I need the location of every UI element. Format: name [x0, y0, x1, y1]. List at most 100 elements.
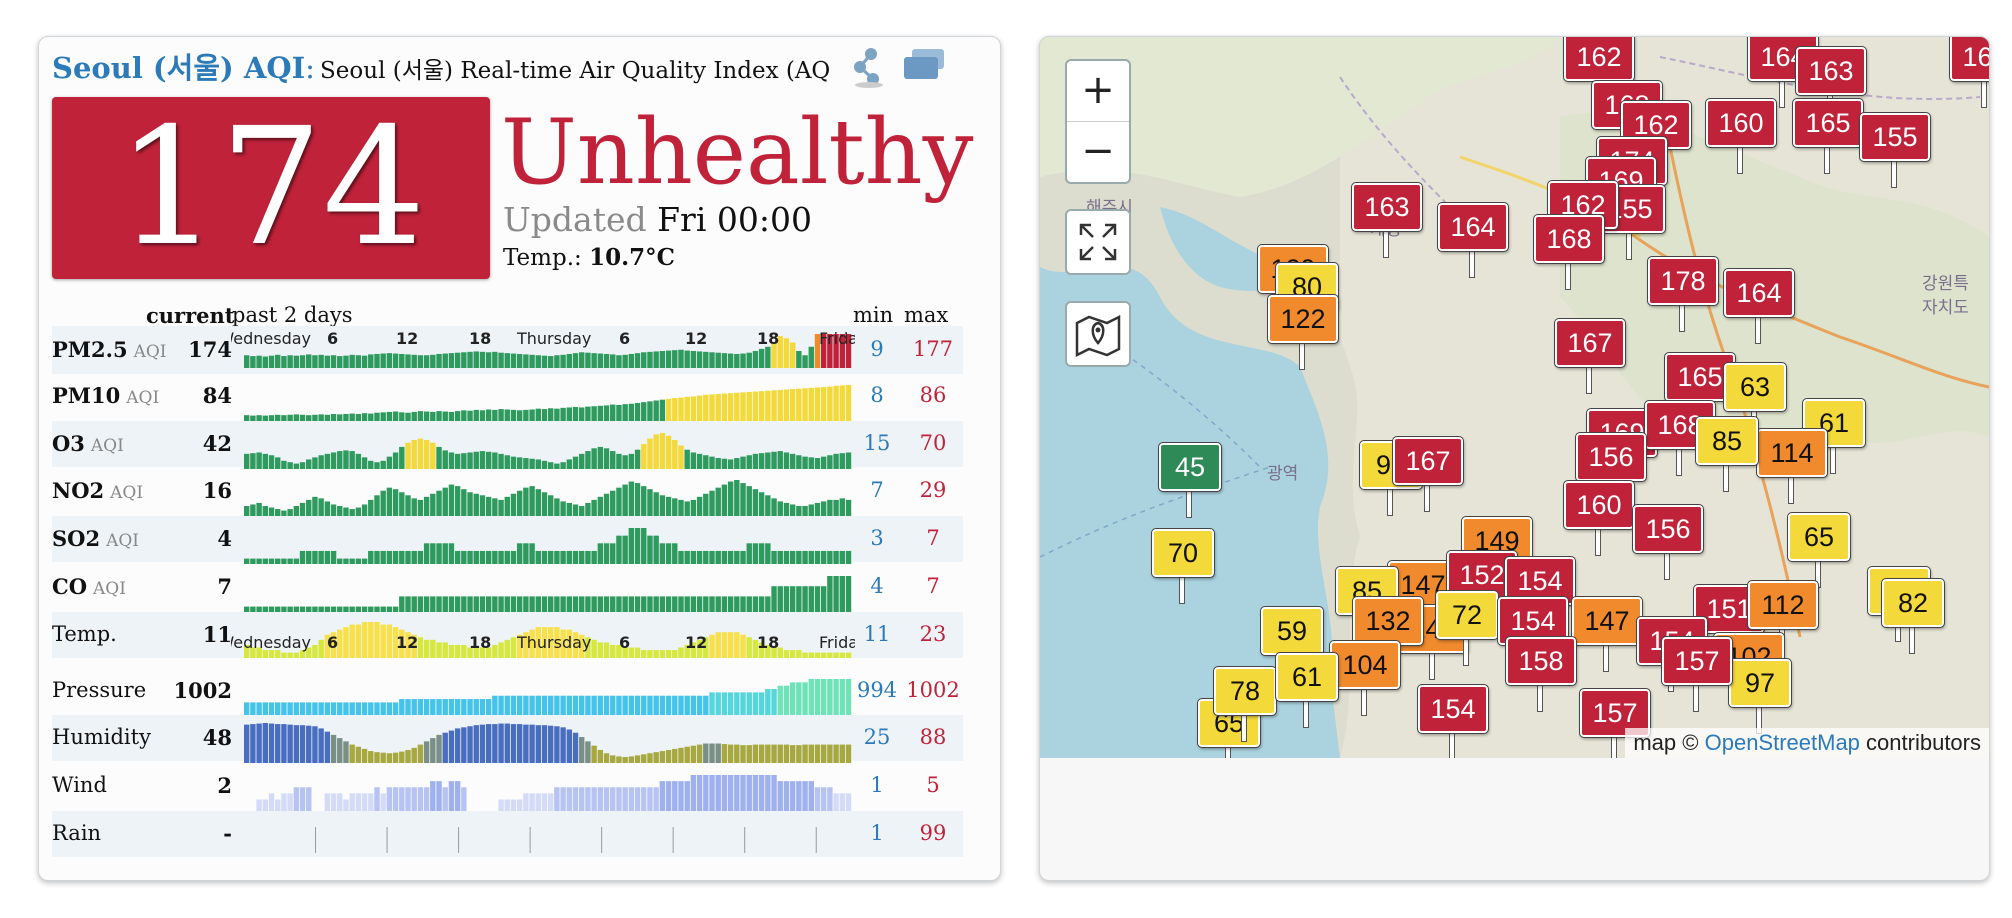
history-bar — [306, 550, 312, 564]
history-bar — [696, 639, 703, 658]
row-o3[interactable]: O3 AQI 42 15 70 — [52, 421, 963, 469]
history-bar — [820, 387, 827, 421]
history-bar — [411, 354, 417, 368]
history-bar — [727, 632, 734, 658]
history-bar — [820, 586, 827, 612]
history-bar — [548, 793, 554, 811]
row-humidity[interactable]: Humidity 48 25 88 — [52, 715, 963, 763]
history-bar — [833, 499, 839, 516]
aqi-map[interactable]: 해주시 개성 강원특 자치도 광역 1621641631641681621601… — [1040, 37, 1989, 758]
history-bar — [616, 644, 622, 658]
history-bar — [417, 699, 424, 715]
marker-pin — [1891, 157, 1897, 188]
history-bar — [647, 401, 653, 421]
history-sparkline[interactable] — [244, 334, 852, 368]
row-current: 16 — [202, 478, 232, 503]
history-bar — [721, 353, 728, 368]
history-bar — [417, 637, 424, 658]
history-bar — [485, 496, 492, 516]
history-bar — [616, 404, 622, 421]
history-bar — [839, 498, 845, 516]
row-co[interactable]: CO AQI 7 4 7 — [52, 564, 963, 612]
history-sparkline[interactable] — [244, 823, 852, 853]
row-pm25[interactable]: PM2.5 AQI 174 9 177 — [52, 326, 963, 374]
marker-pin — [1179, 573, 1185, 604]
history-sparkline[interactable] — [244, 433, 852, 469]
history-bar — [641, 787, 647, 811]
history-bar — [442, 787, 448, 811]
history-sparkline[interactable] — [244, 385, 852, 421]
history-sparkline[interactable] — [244, 480, 852, 516]
marker-value: 160 — [1563, 480, 1635, 530]
history-bar — [467, 550, 473, 564]
openstreetmap-link[interactable]: OpenStreetMap — [1704, 730, 1860, 755]
history-bar — [516, 634, 523, 658]
history-bar — [566, 502, 573, 516]
history-sparkline[interactable] — [244, 622, 852, 658]
temp-value: 10.7°C — [589, 244, 675, 271]
history-bar — [287, 509, 293, 516]
history-bar — [734, 596, 740, 612]
history-bar — [839, 453, 845, 469]
marker-value: 163 — [1795, 46, 1867, 96]
history-bar — [423, 496, 430, 516]
history-bar — [820, 787, 827, 811]
history-bar — [498, 695, 504, 715]
marker-value: 157 — [1661, 636, 1733, 686]
history-bar — [275, 650, 281, 658]
history-bar — [337, 414, 343, 421]
history-bar — [802, 388, 808, 421]
zoom-in-button[interactable]: + — [1067, 61, 1129, 122]
row-no2[interactable]: NO2 AQI 16 7 29 — [52, 468, 963, 516]
row-pressure[interactable]: Pressure 1002 994 1002 — [52, 667, 963, 715]
history-bar — [647, 787, 653, 811]
history-bar — [603, 753, 610, 763]
row-wind[interactable]: Wind 2 1 5 — [52, 763, 963, 811]
history-bar — [659, 543, 666, 564]
row-temp[interactable]: Temp. 11 11 23 — [52, 612, 963, 658]
history-bar — [250, 504, 256, 516]
history-bar — [845, 452, 852, 469]
share-icon[interactable] — [851, 45, 887, 89]
history-sparkline[interactable] — [244, 528, 852, 564]
history-bar — [343, 413, 349, 421]
fullscreen-button[interactable] — [1065, 209, 1131, 275]
history-sparkline[interactable] — [244, 775, 852, 811]
row-max: 88 — [919, 725, 947, 749]
history-sparkline[interactable] — [244, 576, 852, 612]
history-bar — [250, 647, 256, 658]
history-bar — [758, 453, 765, 469]
history-bar — [430, 411, 436, 421]
history-bar — [672, 498, 678, 516]
history-bar — [659, 751, 666, 763]
zoom-out-button[interactable]: − — [1081, 128, 1115, 174]
time-axis-label: Friday — [819, 329, 855, 348]
history-bar — [318, 498, 324, 516]
widget-header: Seoul (서울) AQI: Seoul (서울) Real-time Air… — [52, 45, 832, 93]
history-bar — [641, 596, 647, 612]
history-bar — [659, 650, 666, 658]
row-pm10[interactable]: PM10 AQI 84 8 86 — [52, 373, 963, 421]
history-bar — [610, 787, 616, 811]
city-aqi-link[interactable]: Seoul (서울) AQI — [52, 51, 306, 85]
history-bar — [721, 596, 728, 612]
row-so2[interactable]: SO2 AQI 4 3 7 — [52, 516, 963, 564]
history-bar — [256, 647, 262, 658]
history-bar — [318, 550, 324, 564]
history-bar — [330, 734, 337, 763]
windows-icon[interactable] — [901, 45, 947, 85]
marker-value: 164 — [1437, 202, 1509, 252]
history-bar — [535, 596, 541, 612]
history-bar — [721, 550, 728, 564]
row-rain[interactable]: Rain - 1 99 — [52, 811, 963, 857]
history-bar — [442, 411, 448, 421]
history-bar — [411, 439, 417, 469]
history-bar — [492, 452, 498, 469]
history-sparkline[interactable] — [244, 679, 852, 715]
history-bar — [417, 499, 424, 516]
history-bar — [634, 402, 641, 421]
map-layers-button[interactable] — [1065, 301, 1131, 367]
history-sparkline[interactable] — [244, 723, 852, 763]
history-bar — [703, 550, 709, 564]
time-axis-label: Friday — [819, 633, 855, 652]
